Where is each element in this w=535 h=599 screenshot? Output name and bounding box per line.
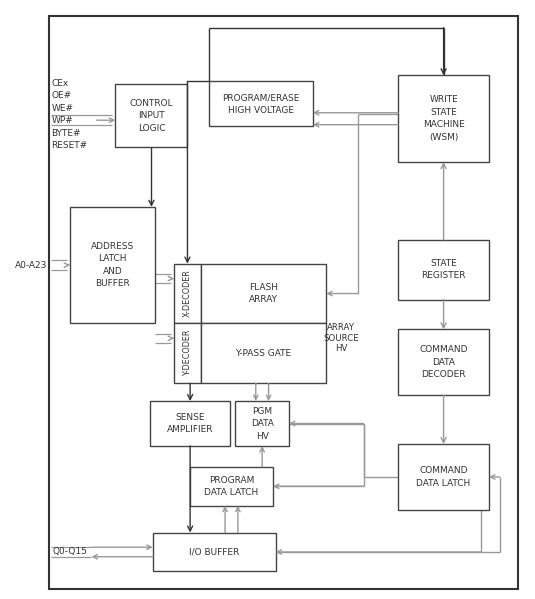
Text: Y-DECODER: Y-DECODER xyxy=(183,330,192,377)
FancyBboxPatch shape xyxy=(201,323,326,383)
FancyBboxPatch shape xyxy=(190,467,273,506)
Text: FLASH
ARRAY: FLASH ARRAY xyxy=(249,283,278,304)
Text: OE#: OE# xyxy=(51,91,72,100)
FancyBboxPatch shape xyxy=(201,264,326,323)
Text: BYTE#: BYTE# xyxy=(51,129,81,138)
FancyBboxPatch shape xyxy=(209,81,313,126)
Text: PGM
DATA
HV: PGM DATA HV xyxy=(251,407,273,440)
FancyBboxPatch shape xyxy=(49,16,518,589)
FancyBboxPatch shape xyxy=(398,444,489,510)
Text: ARRAY
SOURCE
HV: ARRAY SOURCE HV xyxy=(323,323,359,353)
Text: STATE
REGISTER: STATE REGISTER xyxy=(422,259,466,280)
FancyBboxPatch shape xyxy=(398,75,489,162)
Text: RESET#: RESET# xyxy=(51,141,88,150)
Text: Q0-Q15: Q0-Q15 xyxy=(52,547,87,556)
FancyBboxPatch shape xyxy=(116,84,187,147)
Text: WRITE
STATE
MACHINE
(WSM): WRITE STATE MACHINE (WSM) xyxy=(423,95,464,142)
Text: COMMAND
DATA LATCH: COMMAND DATA LATCH xyxy=(416,466,471,488)
FancyBboxPatch shape xyxy=(174,323,201,383)
FancyBboxPatch shape xyxy=(70,207,156,323)
Text: PROGRAM
DATA LATCH: PROGRAM DATA LATCH xyxy=(204,476,258,497)
FancyBboxPatch shape xyxy=(398,329,489,395)
Text: WP#: WP# xyxy=(51,116,73,125)
FancyBboxPatch shape xyxy=(153,533,276,571)
Text: I/O BUFFER: I/O BUFFER xyxy=(189,547,239,556)
Text: X-DECODER: X-DECODER xyxy=(183,270,192,317)
FancyBboxPatch shape xyxy=(398,240,489,300)
Text: Y-PASS GATE: Y-PASS GATE xyxy=(235,349,292,358)
FancyBboxPatch shape xyxy=(174,264,201,323)
Text: CEx: CEx xyxy=(51,78,68,87)
FancyBboxPatch shape xyxy=(150,401,230,446)
Text: ADDRESS
LATCH
AND
BUFFER: ADDRESS LATCH AND BUFFER xyxy=(91,242,134,288)
Text: WE#: WE# xyxy=(51,104,73,113)
Text: COMMAND
DATA
DECODER: COMMAND DATA DECODER xyxy=(419,345,468,379)
Text: SENSE
AMPLIFIER: SENSE AMPLIFIER xyxy=(167,413,213,434)
Text: A0-A23: A0-A23 xyxy=(16,261,48,270)
FancyBboxPatch shape xyxy=(235,401,289,446)
Text: CONTROL
INPUT
LOGIC: CONTROL INPUT LOGIC xyxy=(129,99,173,133)
Text: PROGRAM/ERASE
HIGH VOLTAGE: PROGRAM/ERASE HIGH VOLTAGE xyxy=(222,93,300,114)
